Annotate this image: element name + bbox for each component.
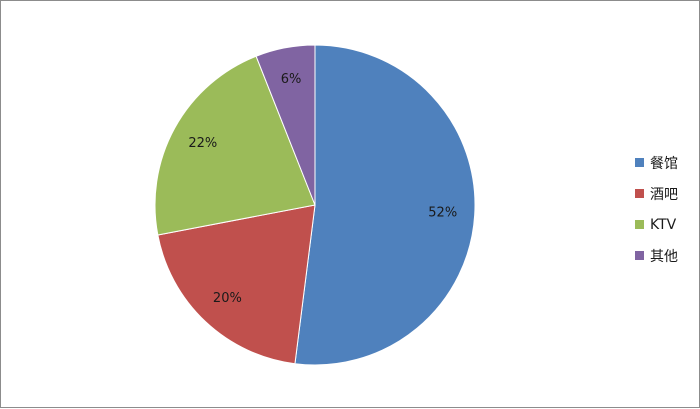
legend-label: 其他 (650, 248, 678, 265)
legend-swatch (635, 189, 644, 198)
legend-item: KTV (635, 209, 678, 240)
legend-swatch (635, 251, 644, 260)
legend-label: 餐馆 (650, 155, 678, 172)
legend-item: 餐馆 (635, 147, 678, 178)
legend-item: 其他 (635, 240, 678, 271)
pie-slice (255, 44, 316, 206)
slice-data-label: 6% (281, 72, 302, 87)
slice-data-label: 20% (213, 291, 242, 306)
legend-item: 酒吧 (635, 178, 678, 209)
slice-data-label: 52% (428, 206, 457, 221)
legend: 餐馆 酒吧 KTV 其他 (635, 147, 678, 271)
legend-swatch (635, 158, 644, 167)
pie-slice (294, 44, 476, 366)
legend-swatch (635, 220, 644, 229)
legend-label: 酒吧 (650, 186, 678, 203)
slice-data-label: 22% (188, 136, 217, 151)
legend-label: KTV (650, 216, 677, 233)
pie-slice (154, 55, 316, 236)
pie-slice (157, 204, 316, 365)
